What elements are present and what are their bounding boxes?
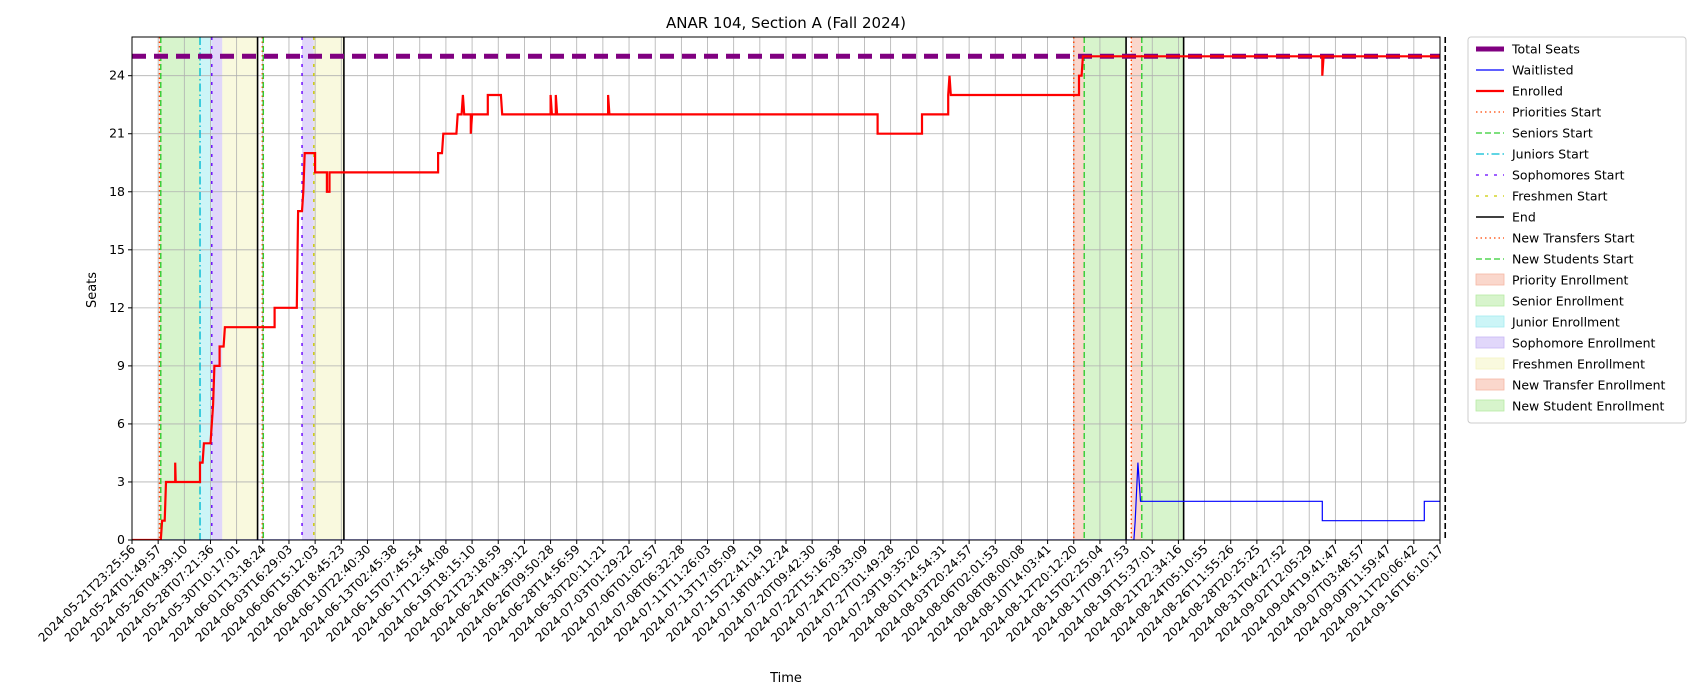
y-tick-label: 3 <box>117 474 125 489</box>
legend-label: Seniors Start <box>1512 126 1593 141</box>
legend: Total Seats Waitlisted Enrolled Priorities … <box>1467 36 1687 424</box>
legend-label: Junior Enrollment <box>1511 315 1620 330</box>
legend-swatch <box>1475 315 1505 328</box>
legend-label: Freshmen Start <box>1512 189 1608 204</box>
y-tick-label: 6 <box>117 416 125 431</box>
span-new-student-enrollment <box>1084 37 1127 540</box>
legend-label: Senior Enrollment <box>1512 294 1624 309</box>
legend-label: Priority Enrollment <box>1512 273 1629 288</box>
legend-swatch <box>1475 294 1505 307</box>
legend-swatch <box>1475 336 1505 349</box>
plot-area: 036912151821242024-05-21T23:25:562024-05… <box>36 36 1446 645</box>
y-tick-label: 21 <box>109 126 125 141</box>
span-new-transfer-enrollment <box>1073 37 1085 540</box>
span-new-student-enrollment <box>1141 37 1184 540</box>
x-axis-label: Time <box>769 671 802 686</box>
legend-label: Enrolled <box>1512 84 1563 99</box>
y-tick-label: 0 <box>117 532 125 547</box>
legend-label: End <box>1512 210 1536 225</box>
chart-title: ANAR 104, Section A (Fall 2024) <box>666 14 906 32</box>
span-priority-enrollment <box>159 37 161 540</box>
legend-label: New Transfers Start <box>1512 231 1635 246</box>
series-waitlisted <box>132 462 1440 540</box>
legend-label: Priorities Start <box>1512 105 1601 120</box>
span-junior-enrollment <box>200 37 212 540</box>
legend-label: New Student Enrollment <box>1512 399 1664 414</box>
legend-box <box>1467 36 1687 424</box>
legend-label: Juniors Start <box>1511 147 1589 162</box>
legend-swatch <box>1475 273 1505 286</box>
legend-label: Freshmen Enrollment <box>1512 357 1645 372</box>
legend-label: Waitlisted <box>1512 63 1574 78</box>
series-enrolled <box>132 55 1440 540</box>
span-sophomore-enrollment <box>211 37 223 540</box>
y-tick-label: 12 <box>109 300 125 315</box>
legend-label: Sophomores Start <box>1512 168 1625 183</box>
legend-swatch <box>1475 357 1505 370</box>
span-senior-enrollment <box>160 37 201 540</box>
span-freshmen-enrollment <box>313 37 344 540</box>
span-freshmen-enrollment <box>222 37 258 540</box>
legend-label: Total Seats <box>1511 42 1580 57</box>
legend-label: New Transfer Enrollment <box>1512 378 1666 393</box>
y-tick-label: 9 <box>117 358 125 373</box>
legend-label: New Students Start <box>1512 252 1634 267</box>
legend-swatch <box>1475 378 1505 391</box>
span-sophomore-enrollment <box>302 37 314 540</box>
legend-label: Sophomore Enrollment <box>1512 336 1656 351</box>
span-new-transfer-enrollment <box>1131 37 1142 540</box>
y-axis-label: Seats <box>85 272 100 308</box>
legend-swatch <box>1475 399 1505 412</box>
y-tick-label: 15 <box>109 242 125 257</box>
y-tick-label: 18 <box>109 184 125 199</box>
y-tick-label: 24 <box>109 68 125 83</box>
